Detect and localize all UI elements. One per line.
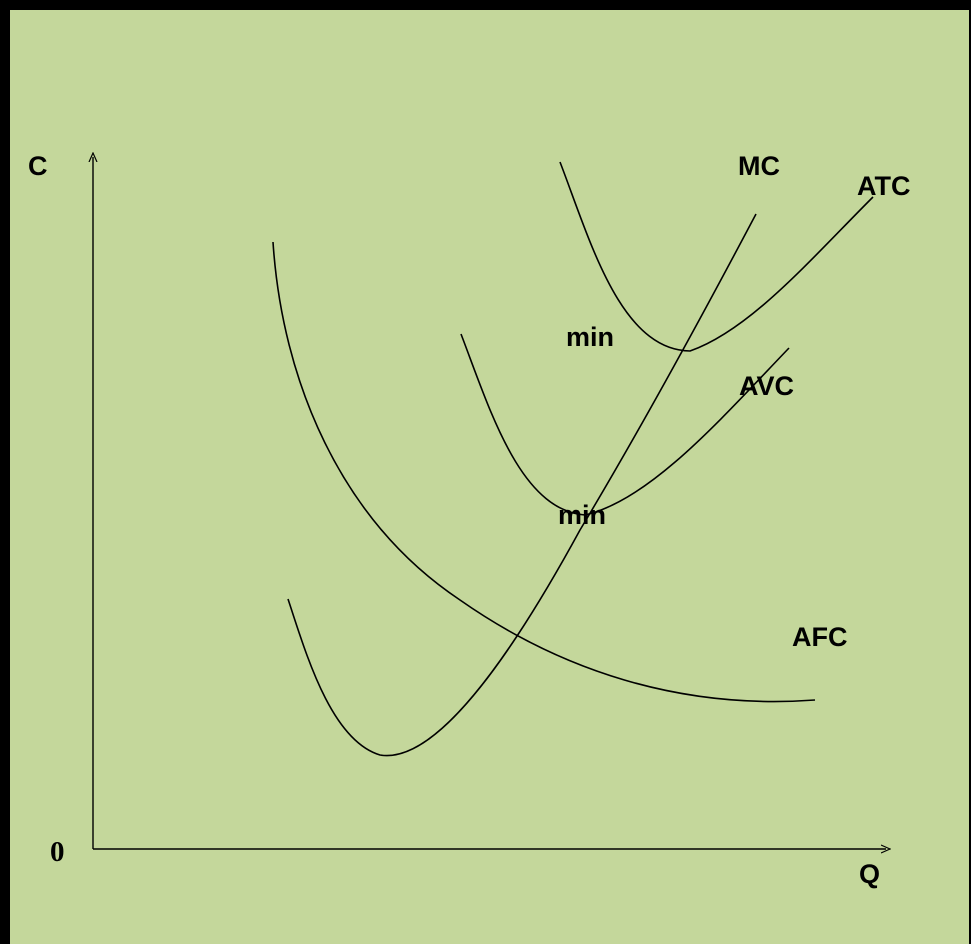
mc-curve bbox=[287, 213, 757, 757]
avc-curve bbox=[460, 333, 790, 516]
afc-curve bbox=[272, 241, 816, 703]
mc-label: MC bbox=[738, 151, 780, 181]
origin-label: 0 bbox=[50, 836, 65, 868]
atc-curve bbox=[559, 161, 874, 352]
afc-label: AFC bbox=[792, 622, 848, 652]
avc-min-label: min bbox=[558, 500, 606, 530]
atc-min-label: min bbox=[566, 322, 614, 352]
avc-label: AVC bbox=[739, 371, 794, 401]
x-axis-label: Q bbox=[859, 859, 880, 889]
y-axis-label: C bbox=[28, 151, 48, 181]
atc-label: ATC bbox=[857, 171, 911, 201]
